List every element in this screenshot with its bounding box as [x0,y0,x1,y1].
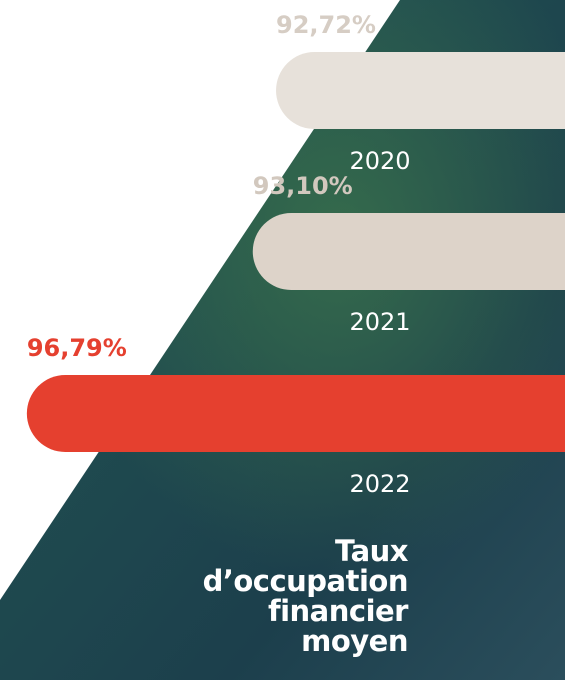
value-label: 93,10% [253,172,353,200]
value-label: 96,79% [27,334,127,362]
category-label: 2021 [349,308,410,336]
value-label: 92,72% [276,11,376,39]
bar [252,213,565,290]
category-label: 2020 [349,147,410,175]
bar [276,52,565,129]
chart-title: Taux d’occupation financier moyen [202,534,409,658]
category-label: 2022 [349,470,410,498]
bar [26,375,565,452]
